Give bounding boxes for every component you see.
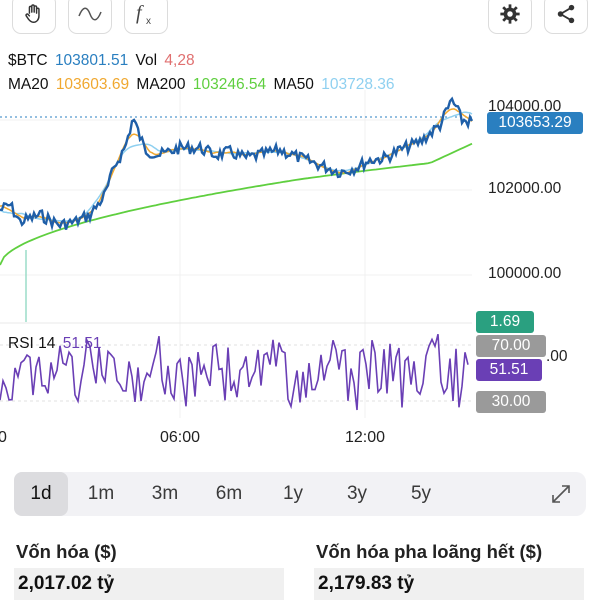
range-1m[interactable]: 1m xyxy=(87,483,115,504)
share-button[interactable] xyxy=(544,0,588,34)
volume-tag: 1.69 xyxy=(476,311,534,333)
wave-draw-button[interactable] xyxy=(68,0,112,34)
rsi-partial-label: .00 xyxy=(546,348,568,365)
range-1d[interactable]: 1d xyxy=(14,472,68,516)
rsi-lower-tag: 30.00 xyxy=(476,391,546,413)
price-tick-102000: 102000.00 xyxy=(488,180,562,197)
current-price-tag: 103653.29 xyxy=(487,112,583,134)
time-label-0600: 06:00 xyxy=(160,429,201,446)
rsi-value-tag: 51.51 xyxy=(476,359,542,381)
symbol-price: 103801.51 xyxy=(54,52,129,69)
volume-value: 4,28 xyxy=(164,52,195,69)
price-tick-104000: 104000.00 xyxy=(488,98,562,115)
ma50-label: MA50 xyxy=(273,76,314,93)
price-tick-100000: 100000.00 xyxy=(488,265,562,282)
legend-row-2: MA20 103603.69 MA200 103246.54 MA50 1037… xyxy=(8,76,398,94)
rsi-line xyxy=(0,334,469,411)
settings-button[interactable] xyxy=(488,0,532,34)
ma50-value: 103728.36 xyxy=(321,76,395,93)
fdv-title: Vốn hóa pha loãng hết ($) xyxy=(316,541,543,562)
svg-text:x: x xyxy=(146,16,151,27)
settings-gear-icon xyxy=(500,4,520,24)
rsi-upper-tag: 70.00 xyxy=(476,335,546,357)
range-selector: 1d 1m 3m 6m 1y 3y 5y xyxy=(14,472,586,516)
ma200-value: 103246.54 xyxy=(192,76,267,93)
legend-row-1: $BTC 103801.51 Vol 4,28 xyxy=(8,52,198,70)
range-5y[interactable]: 5y xyxy=(410,483,432,504)
rsi-legend: RSI 14 51.51 xyxy=(8,335,105,353)
range-1y[interactable]: 1y xyxy=(282,483,304,504)
price-line xyxy=(0,96,474,232)
range-3m[interactable]: 3m xyxy=(151,483,179,504)
fdv-value: 2,179.83 tỷ xyxy=(314,568,584,600)
price-chart[interactable] xyxy=(0,90,600,430)
share-icon xyxy=(557,4,575,24)
time-label-1200: 12:00 xyxy=(345,429,386,446)
rsi-label: RSI 14 xyxy=(8,335,56,352)
range-6m[interactable]: 6m xyxy=(215,483,243,504)
function-button[interactable]: f x xyxy=(124,0,168,34)
ma20-value: 103603.69 xyxy=(55,76,130,93)
ma200-line xyxy=(0,142,473,266)
ma200-label: MA200 xyxy=(136,76,186,93)
hand-draw-button[interactable] xyxy=(12,0,56,34)
time-label-partial: 0 xyxy=(0,429,7,446)
function-icon: f x xyxy=(136,2,151,27)
range-3y[interactable]: 3y xyxy=(346,483,368,504)
rsi-legend-value: 51.51 xyxy=(62,335,102,352)
ma20-label: MA20 xyxy=(8,76,49,93)
volume-label: Vol xyxy=(135,52,158,69)
market-cap-title: Vốn hóa ($) xyxy=(16,541,117,562)
expand-icon xyxy=(552,485,570,503)
chart-toolbar: f x xyxy=(0,0,600,36)
wave-draw-icon xyxy=(78,7,102,21)
hand-draw-icon xyxy=(25,4,40,23)
symbol-label: $BTC xyxy=(8,52,48,69)
expand-chart-button[interactable] xyxy=(534,472,588,516)
market-cap-value: 2,017.02 tỷ xyxy=(14,568,284,600)
svg-text:f: f xyxy=(136,2,144,24)
